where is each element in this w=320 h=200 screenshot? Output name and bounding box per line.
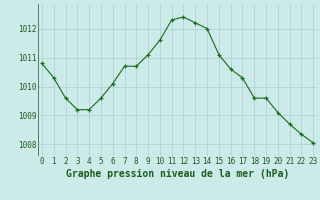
X-axis label: Graphe pression niveau de la mer (hPa): Graphe pression niveau de la mer (hPa) <box>66 169 289 179</box>
